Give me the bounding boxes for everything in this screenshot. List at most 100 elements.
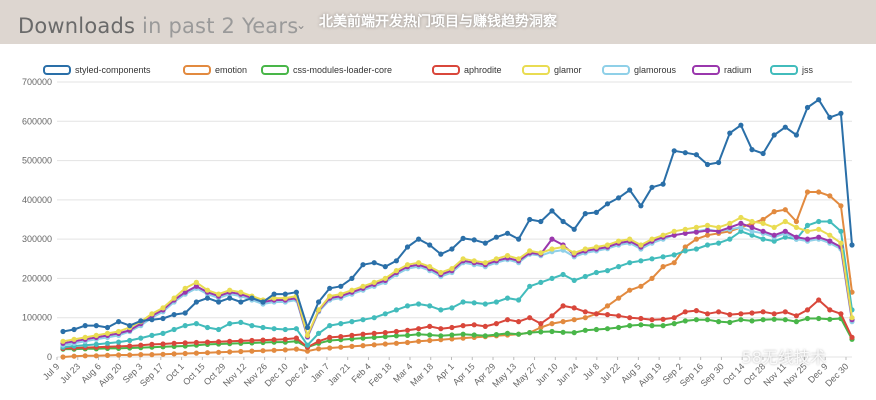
data-point bbox=[82, 334, 88, 340]
series-styled-components bbox=[60, 97, 855, 335]
data-point bbox=[393, 258, 399, 264]
data-point bbox=[827, 307, 833, 313]
data-point bbox=[227, 338, 233, 344]
data-point bbox=[671, 321, 677, 327]
data-point bbox=[549, 313, 555, 319]
x-tick-label: Oct 15 bbox=[181, 361, 207, 387]
data-point bbox=[249, 323, 255, 329]
data-point bbox=[216, 326, 222, 333]
data-point bbox=[482, 260, 488, 266]
data-point bbox=[749, 318, 755, 324]
data-point bbox=[293, 326, 299, 332]
data-point bbox=[493, 321, 499, 327]
data-point bbox=[816, 315, 822, 322]
data-point bbox=[471, 300, 477, 306]
data-point bbox=[349, 275, 355, 281]
x-tick-label: Aug 20 bbox=[96, 361, 123, 388]
data-point bbox=[293, 335, 299, 341]
data-point bbox=[416, 331, 422, 337]
data-point bbox=[516, 319, 522, 325]
data-point bbox=[282, 291, 288, 297]
data-point bbox=[827, 193, 833, 199]
data-point bbox=[549, 246, 555, 252]
series-jss bbox=[60, 218, 855, 350]
data-point bbox=[604, 201, 611, 207]
data-point bbox=[649, 275, 655, 281]
data-point bbox=[849, 315, 855, 321]
legend-item: glamor bbox=[522, 65, 582, 75]
data-point bbox=[438, 326, 444, 332]
data-point bbox=[216, 291, 222, 297]
series-line bbox=[62, 222, 853, 345]
legend-swatch bbox=[261, 65, 289, 75]
data-point bbox=[516, 236, 522, 242]
data-point bbox=[604, 268, 611, 274]
legend-swatch bbox=[432, 65, 460, 75]
data-point bbox=[182, 323, 188, 329]
data-point bbox=[127, 343, 133, 349]
data-point bbox=[427, 323, 433, 329]
data-point bbox=[671, 315, 677, 321]
chevron-down-icon[interactable]: ⌄ bbox=[296, 18, 307, 32]
data-point bbox=[793, 313, 800, 319]
data-point bbox=[538, 279, 544, 285]
data-point bbox=[760, 317, 766, 323]
data-point bbox=[160, 305, 166, 311]
data-point bbox=[404, 332, 411, 338]
data-point bbox=[571, 330, 577, 336]
data-point bbox=[716, 240, 722, 246]
data-point bbox=[704, 222, 711, 228]
data-point bbox=[82, 342, 88, 348]
data-point bbox=[282, 336, 288, 342]
y-tick-label: 600000 bbox=[22, 116, 52, 126]
data-point bbox=[338, 334, 344, 340]
series-aphrodite bbox=[60, 297, 855, 351]
data-point bbox=[782, 207, 788, 213]
data-point bbox=[149, 317, 155, 323]
data-point bbox=[238, 348, 244, 355]
data-point bbox=[338, 291, 344, 297]
data-point bbox=[360, 331, 366, 337]
data-point bbox=[593, 209, 600, 215]
data-point bbox=[360, 317, 366, 323]
data-point bbox=[793, 218, 800, 225]
data-point bbox=[616, 264, 622, 270]
data-point bbox=[316, 299, 322, 305]
data-point bbox=[771, 209, 777, 215]
data-point bbox=[216, 349, 222, 355]
data-point bbox=[693, 236, 700, 242]
data-point bbox=[538, 218, 544, 225]
data-point bbox=[704, 317, 711, 323]
data-point bbox=[404, 262, 411, 268]
data-point bbox=[60, 354, 66, 360]
data-point bbox=[204, 350, 211, 356]
data-point bbox=[227, 295, 233, 301]
data-point bbox=[193, 321, 199, 327]
data-point bbox=[438, 251, 444, 257]
data-point bbox=[293, 346, 299, 352]
data-point bbox=[71, 336, 77, 342]
data-point bbox=[516, 297, 522, 303]
data-point bbox=[382, 264, 388, 270]
data-point bbox=[260, 348, 266, 354]
series-css-modules-loader-core bbox=[60, 315, 855, 352]
data-point bbox=[593, 269, 600, 276]
data-point bbox=[516, 256, 522, 262]
y-tick-label: 200000 bbox=[22, 273, 52, 283]
data-point bbox=[582, 309, 588, 315]
data-point bbox=[304, 342, 311, 348]
range-selector[interactable]: 2 Years bbox=[221, 14, 299, 38]
x-tick-label: Sep 17 bbox=[138, 361, 165, 388]
data-point bbox=[438, 337, 444, 343]
data-point bbox=[816, 234, 822, 240]
data-point bbox=[716, 159, 722, 166]
data-point bbox=[727, 224, 733, 230]
data-point bbox=[849, 334, 855, 340]
data-point bbox=[104, 330, 111, 336]
legend-label: emotion bbox=[215, 65, 247, 75]
data-point bbox=[416, 338, 422, 344]
data-point bbox=[682, 150, 688, 156]
data-point bbox=[738, 224, 744, 230]
data-point bbox=[227, 321, 233, 327]
data-point bbox=[549, 275, 555, 281]
